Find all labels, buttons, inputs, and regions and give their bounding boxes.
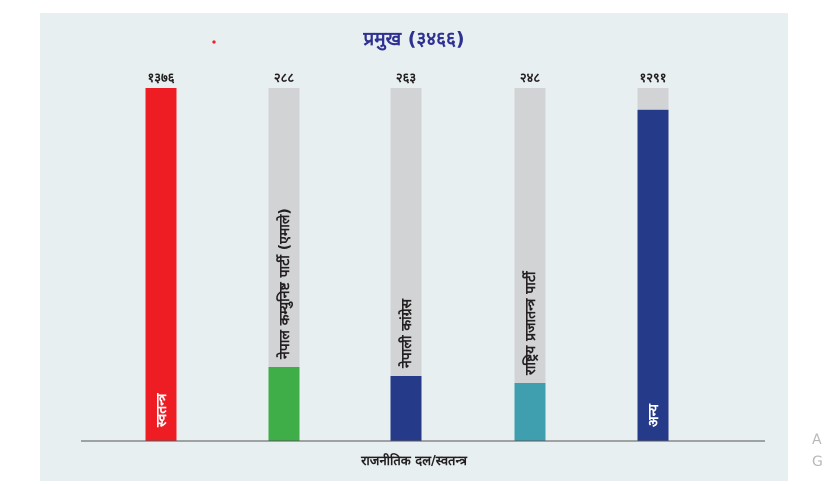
chart-title: प्रमुख (३४६६): [362, 28, 464, 51]
bar-value-label-2: २६३: [396, 71, 417, 86]
x-axis-label: राजनीतिक दल/स्वतन्त्र: [360, 453, 468, 469]
bar-value-label-1: २८८: [274, 71, 295, 86]
bar-category-label-1: नेपाल कम्युनिष्ट पार्टी (एमाले): [276, 208, 294, 360]
bar-1: [268, 367, 300, 441]
accent-dot: [212, 40, 216, 44]
bar-3: [514, 383, 546, 441]
edge-letter-a: A: [812, 432, 822, 448]
chart-panel: प्रमुख (३४६६) स्वतन्त्र १३७६ नेपाल कम्युनिष…: [40, 13, 788, 481]
bar-category-label-2: नेपाली कांग्रेस: [398, 298, 415, 369]
bar-category-label-4: अन्य: [646, 403, 662, 427]
bar-chart: प्रमुख (३४६६) स्वतन्त्र १३७६ नेपाल कम्युनिष…: [81, 28, 765, 469]
bar-0: [145, 88, 177, 441]
bar-value-label-3: २४८: [520, 71, 541, 86]
bar-2: [390, 376, 422, 441]
bar-category-label-0: स्वतन्त्र: [154, 392, 170, 428]
bar-4: [637, 109, 669, 441]
bar-value-label-0: १३७६: [147, 71, 174, 86]
edge-letter-g: G: [812, 454, 823, 470]
bar-value-label-4: १२९१: [639, 71, 666, 86]
bar-track-3: [514, 88, 546, 441]
bar-category-label-3: राष्ट्रिय प्रजातन्त्र पार्टी: [522, 270, 539, 376]
